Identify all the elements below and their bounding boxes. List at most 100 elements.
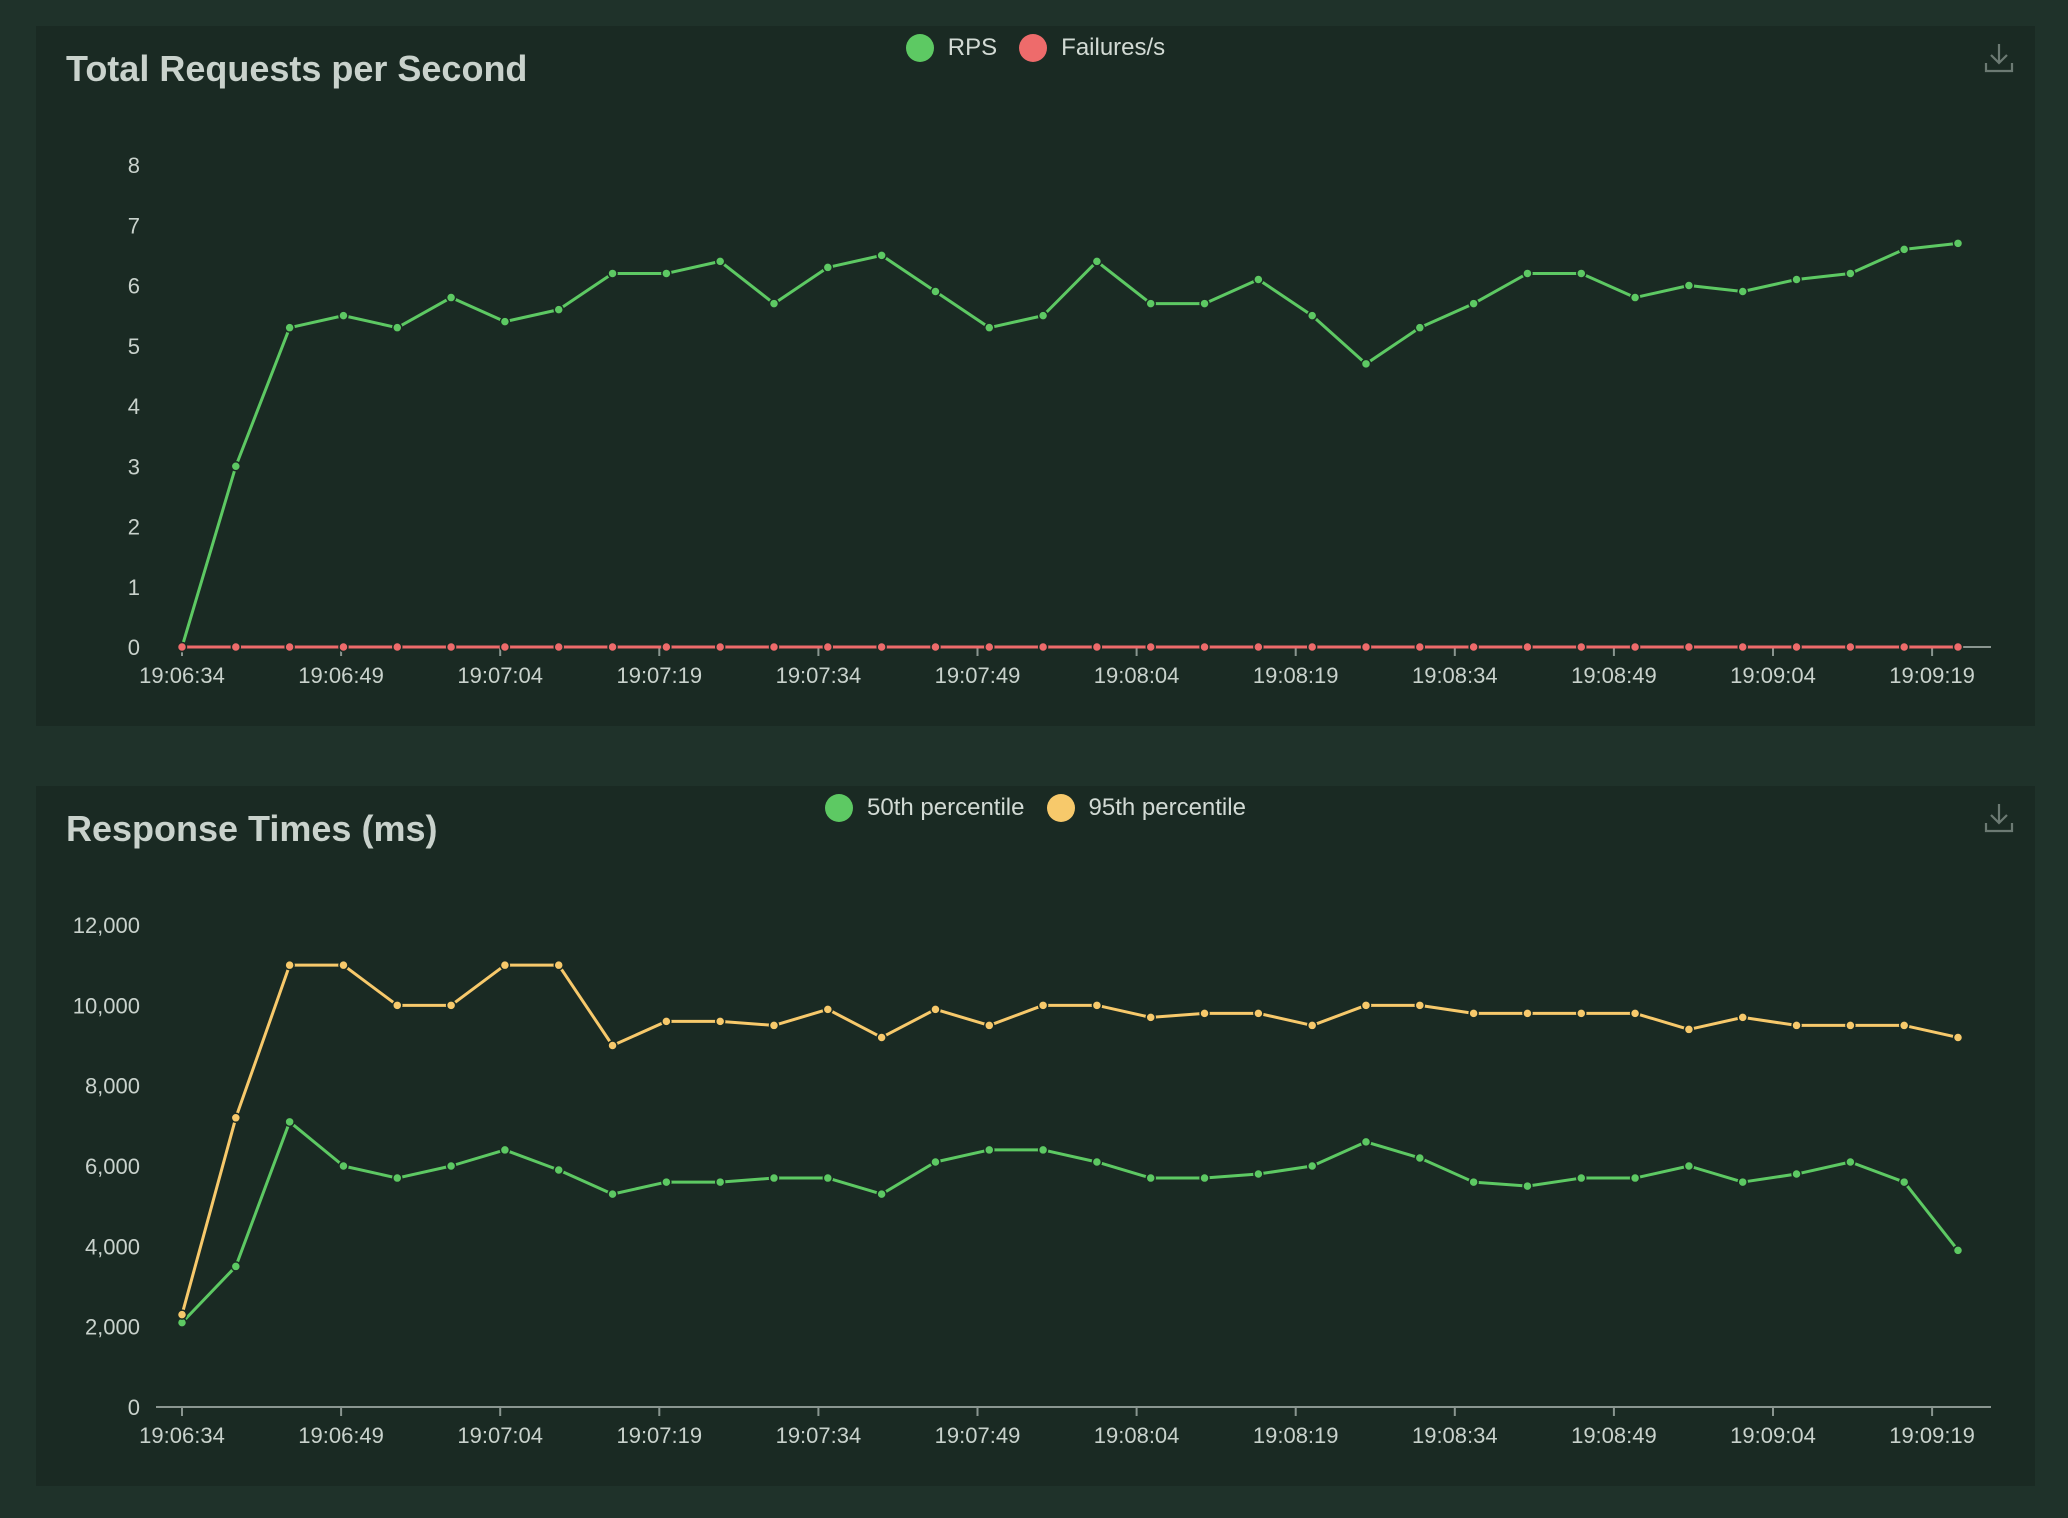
rps-chart-panel: Total Requests per Second RPS Failures/s… <box>36 26 2035 726</box>
data-point <box>661 1016 672 1027</box>
data-point <box>284 322 295 333</box>
data-point <box>984 1020 995 1031</box>
data-point <box>607 268 618 279</box>
y-tick-label: 5 <box>128 334 140 359</box>
data-point <box>1737 641 1748 653</box>
data-point <box>1952 238 1964 249</box>
data-point <box>1360 1136 1372 1148</box>
rps-line-chart: 0 1 2 3 4 5 6 7 8 19:06:34 19:06:49 19:07:04 19:07:1… <box>128 153 1991 688</box>
data-point <box>930 1156 941 1168</box>
x-tick-label: 19:08:19 <box>1253 663 1339 688</box>
y-tick-label: 8,000 <box>85 1074 140 1099</box>
data-point <box>553 641 564 653</box>
data-point <box>1791 641 1802 653</box>
data-point <box>1898 244 1910 255</box>
legend-item-rps[interactable]: RPS <box>905 34 998 62</box>
legend-marker <box>825 794 854 822</box>
data-point <box>284 959 295 971</box>
data-point <box>1522 268 1533 279</box>
legend-item-p50[interactable]: 50th percentile <box>825 794 1025 822</box>
x-tick-label: 19:07:34 <box>776 1423 862 1448</box>
data-point <box>768 298 780 309</box>
data-point <box>1898 641 1910 653</box>
data-point <box>1037 1000 1049 1011</box>
series-line-0 <box>180 1120 1960 1324</box>
data-point <box>1306 310 1318 321</box>
data-point <box>499 316 511 327</box>
data-point <box>1468 641 1479 653</box>
data-point <box>714 1176 726 1188</box>
data-point <box>499 959 511 971</box>
x-tick-label: 19:06:49 <box>298 663 384 688</box>
response-times-chart-panel: Response Times (ms) 50th percentile 95th… <box>36 786 2035 1486</box>
data-point <box>445 292 457 303</box>
data-point <box>1845 1156 1856 1168</box>
data-point <box>876 1032 887 1043</box>
x-tick-label: 19:08:04 <box>1094 663 1180 688</box>
data-point <box>1414 322 1426 333</box>
data-point <box>338 1160 349 1172</box>
legend-label: RPS <box>947 34 998 61</box>
data-point <box>1683 1160 1695 1172</box>
y-tick-label: 4,000 <box>85 1234 140 1259</box>
data-point <box>876 1188 887 1200</box>
data-point <box>230 1112 242 1124</box>
data-point <box>1791 1168 1802 1180</box>
x-tick-label: 19:09:19 <box>1889 1423 1975 1448</box>
data-point <box>607 641 618 653</box>
x-tick-label: 19:07:04 <box>457 663 543 688</box>
data-point <box>176 641 188 653</box>
data-point <box>1199 1008 1210 1019</box>
data-point <box>338 959 349 971</box>
data-point <box>1522 1008 1533 1019</box>
x-tick-label: 19:08:34 <box>1412 1423 1498 1448</box>
data-point <box>1145 641 1156 653</box>
download-icon[interactable] <box>1981 40 2017 76</box>
data-point <box>1737 1012 1748 1023</box>
x-tick-label: 19:08:34 <box>1412 663 1498 688</box>
data-point <box>1414 1152 1426 1164</box>
data-point <box>822 641 834 653</box>
data-point <box>1306 1020 1318 1031</box>
data-point <box>392 1172 403 1184</box>
data-point <box>714 1016 726 1027</box>
x-tick-label: 19:07:49 <box>935 663 1021 688</box>
data-point <box>392 1000 403 1011</box>
data-point <box>1091 1156 1103 1168</box>
data-point <box>1145 1172 1156 1184</box>
data-point <box>1952 641 1964 653</box>
data-point <box>1952 1032 1964 1043</box>
series-line-0 <box>180 241 1959 648</box>
data-point <box>1845 1020 1856 1031</box>
x-tick-label: 19:06:34 <box>139 1423 225 1448</box>
data-point <box>1683 641 1695 653</box>
data-point <box>1037 641 1049 653</box>
x-tick-label: 19:06:49 <box>298 1423 384 1448</box>
data-point <box>1253 641 1264 653</box>
x-tick-label: 19:07:04 <box>457 1423 543 1448</box>
data-point <box>230 1261 242 1272</box>
y-tick-label: 3 <box>128 454 140 479</box>
data-point <box>1360 1000 1372 1011</box>
download-icon[interactable] <box>1981 800 2017 836</box>
data-point <box>392 322 403 333</box>
x-tick-label: 19:09:19 <box>1889 663 1975 688</box>
data-point <box>1253 274 1264 285</box>
data-point <box>930 286 941 297</box>
data-point <box>714 256 726 267</box>
y-tick-label: 1 <box>128 575 140 600</box>
data-point <box>1037 310 1049 321</box>
data-point <box>553 959 564 971</box>
data-point <box>1199 298 1210 309</box>
data-point <box>661 1176 672 1188</box>
data-point <box>1629 1172 1641 1184</box>
y-tick-label: 6 <box>128 274 140 299</box>
legend-label: 95th percentile <box>1088 794 1246 821</box>
x-tick-label: 19:08:04 <box>1094 1423 1180 1448</box>
data-point <box>876 641 887 653</box>
legend-item-failures[interactable]: Failures/s <box>1019 34 1165 62</box>
legend-item-p95[interactable]: 95th percentile <box>1046 794 1246 822</box>
data-point <box>768 1172 780 1184</box>
data-point <box>1091 1000 1103 1011</box>
data-point <box>1576 1008 1587 1019</box>
